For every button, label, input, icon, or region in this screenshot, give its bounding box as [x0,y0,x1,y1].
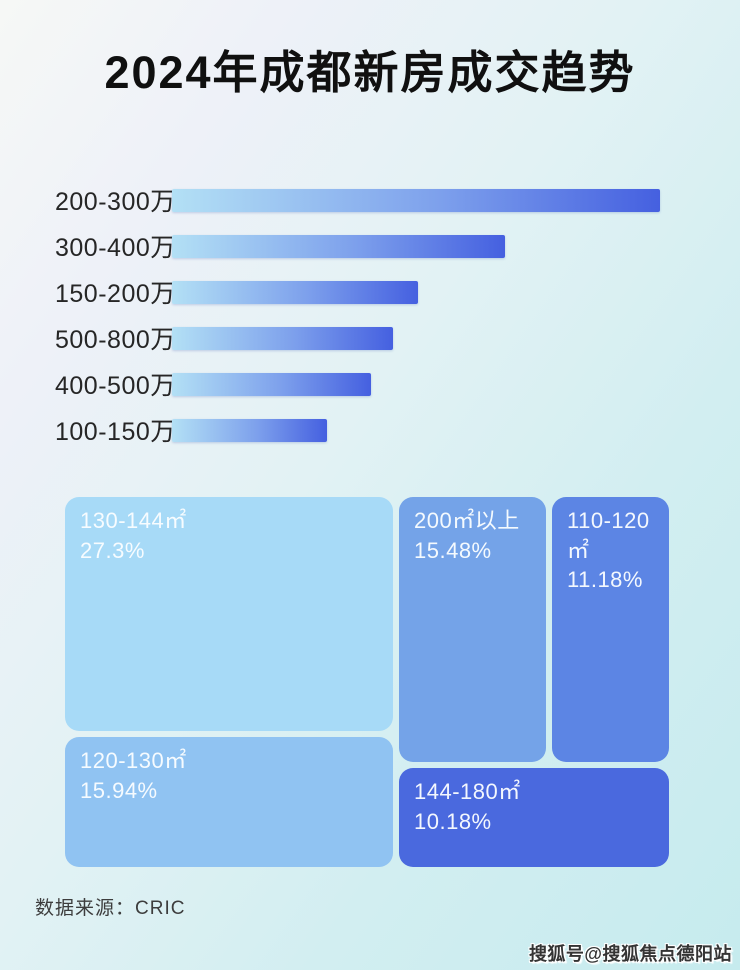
treemap-tile-144-180: 144-180㎡ 10.18% [399,768,669,867]
bar [172,326,394,350]
tile-percent: 11.18% [567,567,643,593]
watermark: 搜狐号@搜狐焦点德阳站 [528,944,732,964]
bar-row: 100-150万 [55,407,700,453]
tile-label: 120-130㎡ [80,748,187,773]
tile-label: 110-120㎡ [567,508,650,563]
page-title: 2024年成都新房成交趋势 [104,47,636,98]
bar [172,280,418,304]
bar-label: 400-500万 [55,372,176,400]
bar [172,234,505,258]
bar-row: 500-800万 [55,315,700,361]
tile-percent: 10.18% [414,808,492,834]
bar-label: 200-300万 [55,188,176,216]
bar [172,418,328,442]
bar-track [172,188,660,212]
bar-row: 400-500万 [55,361,700,407]
treemap-tile-120-130: 120-130㎡ 15.94% [65,737,393,867]
tile-percent: 15.94% [80,777,158,803]
treemap-tile-110-120: 110-120㎡ 11.18% [552,497,669,762]
bar-row: 200-300万 [55,177,700,223]
tile-percent: 15.48% [414,537,492,563]
bar-row: 150-200万 [55,269,700,315]
data-source-note: 数据来源：CRIC [35,898,186,919]
tile-label: 144-180㎡ [414,779,521,804]
bar-track [172,280,660,304]
bar-track [172,326,660,350]
bar-track [172,372,660,396]
price-range-bar-chart: 200-300万 300-400万 150-200万 500-800万 400-… [55,177,700,453]
bar-row: 300-400万 [55,223,700,269]
treemap-tile-130-144: 130-144㎡ 27.3% [65,497,393,731]
treemap-tile-200-plus: 200㎡以上 15.48% [399,497,546,762]
bar-track [172,234,660,258]
bar-label: 500-800万 [55,326,176,354]
bar-label: 150-200万 [55,280,176,308]
area-share-treemap: 130-144㎡ 27.3% 120-130㎡ 15.94% 200㎡以上 15… [65,497,669,867]
tile-percent: 27.3% [80,537,145,563]
tile-label: 200㎡以上 [414,508,520,533]
bar-label: 100-150万 [55,418,176,446]
bar [172,188,660,212]
bar-track [172,418,660,442]
bar-label: 300-400万 [55,234,176,262]
tile-label: 130-144㎡ [80,508,187,533]
bar [172,372,372,396]
